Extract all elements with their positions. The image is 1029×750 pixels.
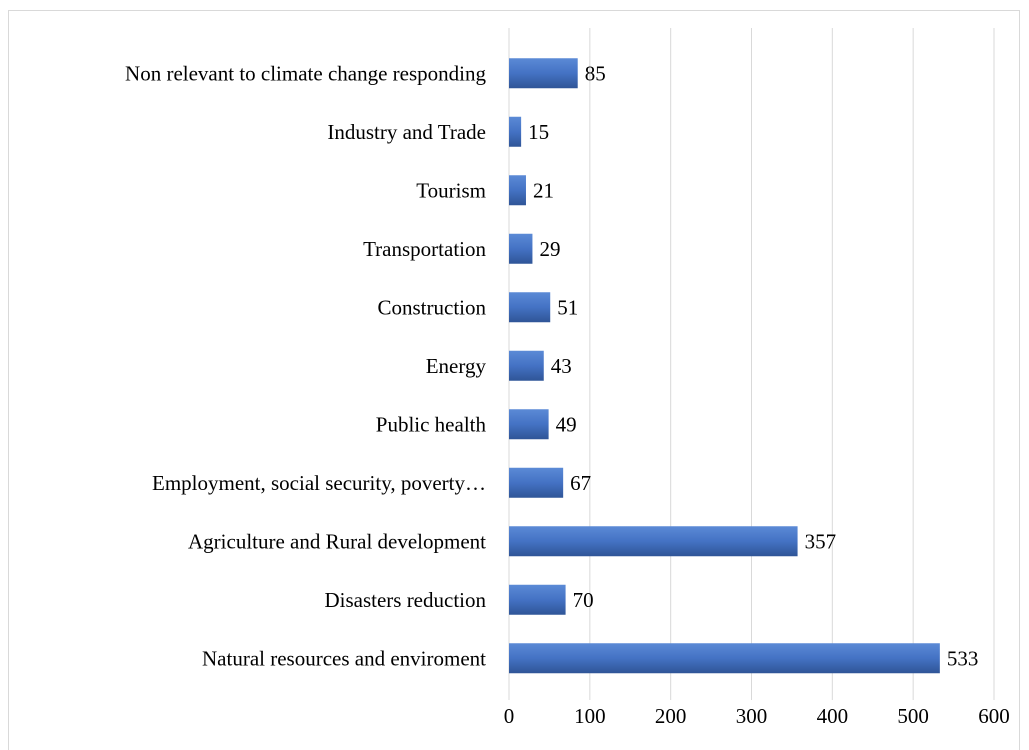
bar	[509, 585, 566, 615]
category-label: Disasters reduction	[324, 588, 486, 612]
bar	[509, 526, 798, 556]
bar	[509, 117, 521, 147]
x-tick-label: 400	[817, 704, 849, 728]
category-label: Tourism	[416, 178, 486, 202]
category-label: Natural resources and enviroment	[202, 646, 486, 670]
bar	[509, 175, 526, 205]
data-label: 357	[805, 529, 837, 553]
bar	[509, 292, 550, 322]
bar	[509, 58, 578, 88]
data-label: 51	[557, 295, 578, 319]
data-label: 43	[551, 354, 572, 378]
x-tick-label: 100	[574, 704, 606, 728]
bar	[509, 351, 544, 381]
category-label: Employment, social security, poverty…	[152, 471, 486, 495]
data-label: 85	[585, 61, 606, 85]
x-tick-label: 0	[504, 704, 515, 728]
bars	[509, 58, 940, 673]
bar	[509, 234, 532, 264]
category-label: Construction	[378, 295, 487, 319]
data-label: 15	[528, 120, 549, 144]
category-label: Energy	[426, 354, 487, 378]
data-label: 49	[556, 412, 577, 436]
x-tick-label: 300	[736, 704, 768, 728]
data-label: 21	[533, 178, 554, 202]
data-label: 29	[539, 237, 560, 261]
value-labels: 533 70 357 67 49 43 51 29 21 15 85	[528, 61, 978, 670]
category-label: Public health	[376, 412, 487, 436]
bar	[509, 643, 940, 673]
x-tick-label: 600	[978, 704, 1010, 728]
x-axis-ticks: 0 100 200 300 400 500 600	[504, 704, 1010, 728]
category-label: Transportation	[363, 237, 486, 261]
category-labels: Natural resources and enviroment Disaster…	[125, 61, 486, 670]
x-tick-label: 200	[655, 704, 687, 728]
bar	[509, 409, 549, 439]
data-label: 70	[573, 588, 594, 612]
category-label: Agriculture and Rural development	[188, 529, 486, 553]
bar	[509, 468, 563, 498]
data-label: 533	[947, 646, 979, 670]
category-label: Industry and Trade	[327, 120, 486, 144]
data-label: 67	[570, 471, 591, 495]
x-tick-label: 500	[897, 704, 929, 728]
category-label: Non relevant to climate change respondin…	[125, 61, 486, 85]
